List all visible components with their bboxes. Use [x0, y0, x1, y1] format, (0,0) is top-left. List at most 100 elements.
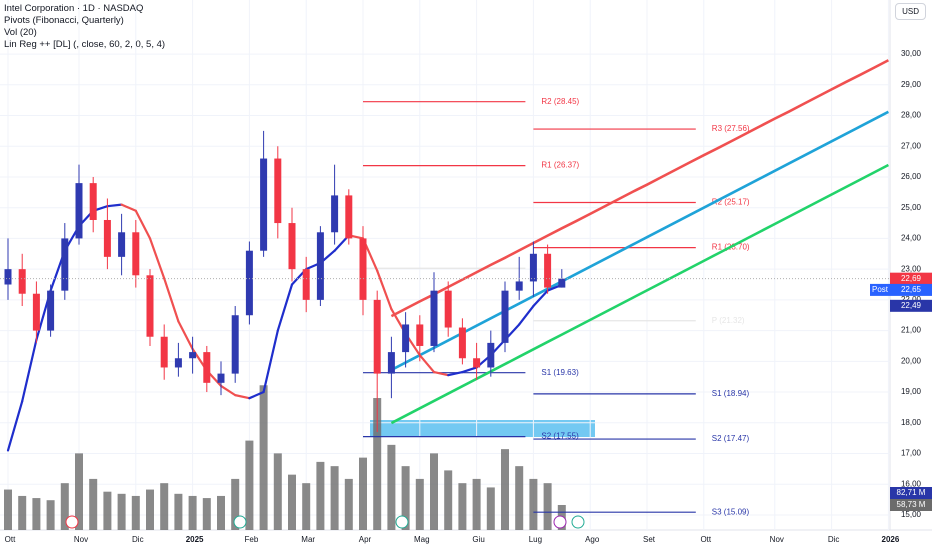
pivot-label: R2 (25.17) — [712, 198, 750, 207]
volume-bar — [60, 483, 69, 530]
moving-average-segment — [177, 320, 194, 351]
pivot-label: S1 (18.94) — [712, 389, 750, 398]
volume-bar — [359, 457, 367, 530]
y-tick-label: 26,00 — [901, 172, 922, 181]
earnings-icon[interactable] — [233, 515, 247, 529]
volume-bar — [401, 466, 410, 530]
dividend-icon[interactable] — [553, 515, 567, 529]
volume-tag — [890, 499, 932, 511]
volume-bar — [344, 478, 353, 530]
earnings-icon[interactable] — [65, 515, 79, 529]
candle-body — [231, 315, 239, 374]
candle-body — [146, 275, 154, 337]
y-tick-label: 20,00 — [901, 356, 922, 365]
volume-bar — [302, 483, 311, 530]
candle-body — [132, 232, 140, 276]
candle-body — [4, 269, 12, 285]
regression-channel — [390, 59, 889, 318]
volume-bar — [472, 478, 481, 530]
x-tick-label: Giu — [472, 535, 484, 544]
moving-average-segment — [461, 366, 478, 374]
candle-body — [61, 238, 69, 291]
candle-body — [160, 336, 168, 368]
moving-average-segment — [234, 394, 251, 400]
moving-average-segment — [418, 354, 436, 374]
volume-bar — [131, 495, 140, 530]
volume-bar — [259, 385, 268, 530]
y-tick-label: 19,00 — [901, 387, 922, 396]
y-tick-label: 18,00 — [901, 418, 922, 427]
volume-bar — [160, 483, 169, 530]
pivot-label: S2 (17.47) — [712, 434, 750, 443]
moving-average-segment — [163, 277, 180, 323]
candle-body — [473, 358, 481, 368]
zone-box — [370, 420, 595, 437]
volume-bar — [4, 489, 12, 530]
candle-body — [75, 183, 83, 239]
candle-body — [458, 327, 466, 359]
moving-average-segment — [120, 203, 137, 212]
price-tag-label: 22,65 — [901, 285, 922, 294]
moving-average-segment — [21, 338, 38, 403]
candle-body — [118, 232, 126, 257]
candle-body — [203, 352, 211, 383]
price-tag-label: 22,49 — [901, 301, 922, 310]
indicator: Pivots (Fibonacci, Quarterly) — [4, 15, 124, 26]
volume-bar — [245, 440, 254, 530]
x-tick-label: Nov — [770, 535, 784, 544]
moving-average-segment — [219, 384, 237, 397]
earnings-icon[interactable] — [395, 515, 409, 529]
volume-bar — [202, 498, 211, 530]
candle-body — [529, 253, 537, 282]
moving-average-segment — [532, 289, 549, 308]
y-tick-label: 23,00 — [901, 264, 922, 273]
moving-average-segment — [376, 269, 393, 311]
price-tag — [890, 299, 932, 312]
volume-bar — [515, 466, 524, 530]
moving-average-segment — [518, 304, 535, 326]
volume-bar — [501, 449, 509, 530]
y-tick-label: 22,00 — [901, 295, 922, 304]
regression-channel — [390, 110, 889, 372]
price-tag — [890, 283, 932, 296]
candle-body — [359, 238, 367, 300]
volume-bar — [288, 474, 296, 530]
x-tick-label: 2026 — [882, 535, 900, 544]
candle-body — [302, 269, 310, 300]
candle-body — [430, 290, 438, 346]
volume-bar — [89, 478, 98, 530]
candle-body — [288, 223, 296, 270]
volume-bar — [32, 498, 41, 530]
moving-average-segment — [432, 370, 450, 377]
candle-body — [501, 290, 509, 343]
moving-average-segment — [6, 400, 24, 452]
volume-bar — [117, 493, 126, 530]
volume-bar — [430, 453, 438, 530]
volume-bar — [217, 495, 225, 530]
y-tick-label: 21,00 — [901, 326, 922, 335]
volume-bar — [316, 461, 325, 530]
candle-body — [32, 293, 40, 331]
x-tick-label: Dic — [828, 535, 840, 544]
x-tick-label: Ott — [700, 535, 711, 544]
volume-bar — [46, 500, 55, 530]
symbol-title: Intel Corporation · 1D · NASDAQ — [4, 3, 144, 14]
candle-body — [373, 299, 381, 374]
currency-button[interactable]: USD — [895, 3, 926, 20]
candle-body — [189, 352, 197, 359]
pivot-label: S1 (19.63) — [541, 368, 579, 377]
indicator: Lin Reg ++ [DL] (, close, 60, 2, 0, 5, 4… — [4, 39, 166, 50]
pivot-label: S2 (17.55) — [541, 432, 579, 441]
volume-tag-label: 82,71 M — [897, 488, 926, 497]
x-tick-label: Dic — [132, 535, 144, 544]
candle-body — [487, 342, 495, 368]
volume-bar — [444, 470, 453, 530]
x-tick-label: Apr — [359, 535, 372, 544]
price-tag — [890, 272, 932, 285]
earnings-icon[interactable] — [571, 515, 585, 529]
candle-body — [558, 278, 566, 288]
candle-body — [89, 183, 97, 220]
